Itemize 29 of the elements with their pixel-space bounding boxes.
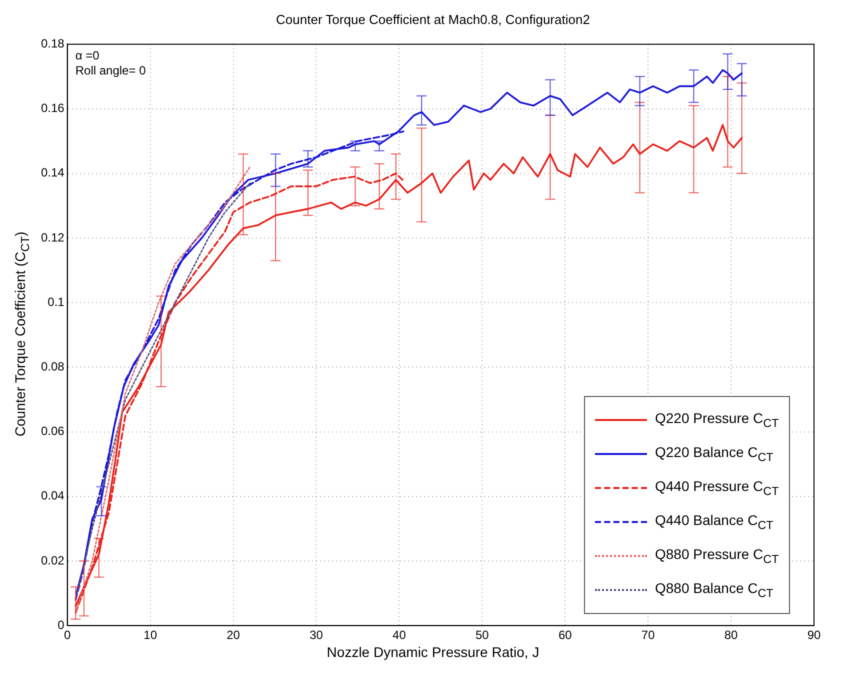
y-tick-label: 0.08: [40, 360, 65, 374]
x-tick-label: 10: [144, 628, 158, 642]
y-tick-label: 0.14: [40, 166, 65, 180]
y-tick-label: 0.1: [48, 294, 65, 309]
legend-label: Q220 Pressure C$_{CT}$: [655, 410, 779, 430]
x-tick-label: 70: [641, 628, 656, 642]
legend-label: Q220 Balance C$_{CT}$: [655, 444, 774, 464]
y-tick-label: 0.16: [40, 101, 65, 116]
legend-label: Q440 Balance C$_{CT}$: [655, 512, 774, 532]
legend-label: Q880 Balance C$_{CT}$: [655, 580, 774, 600]
x-tick-label: 80: [724, 628, 738, 642]
x-tick-label: 30: [310, 628, 324, 642]
x-axis-title: Nozzle Dynamic Pressure Ratio, J: [326, 644, 540, 660]
legend-label: Q440 Pressure C$_{CT}$: [655, 478, 779, 498]
y-tick-label: 0.12: [40, 230, 65, 244]
x-tick-label: 50: [475, 628, 490, 642]
annotation: α =0: [75, 48, 100, 63]
y-tick-label: 0: [58, 618, 65, 632]
y-tick-label: 0.02: [40, 553, 65, 568]
x-tick-label: 60: [558, 628, 572, 642]
y-tick-label: 0.06: [40, 424, 65, 438]
annotation: Roll angle= 0: [75, 64, 146, 78]
y-tick-label: 0.04: [40, 488, 65, 503]
x-tick-label: 90: [807, 628, 821, 642]
legend-label: Q880 Pressure C$_{CT}$: [655, 546, 779, 566]
y-tick-label: 0.18: [40, 36, 65, 51]
chart-title: Counter Torque Coefficient at Mach0.8, Configuration2: [275, 12, 591, 27]
x-tick-label: 40: [392, 628, 406, 642]
x-tick-label: 20: [226, 628, 240, 642]
